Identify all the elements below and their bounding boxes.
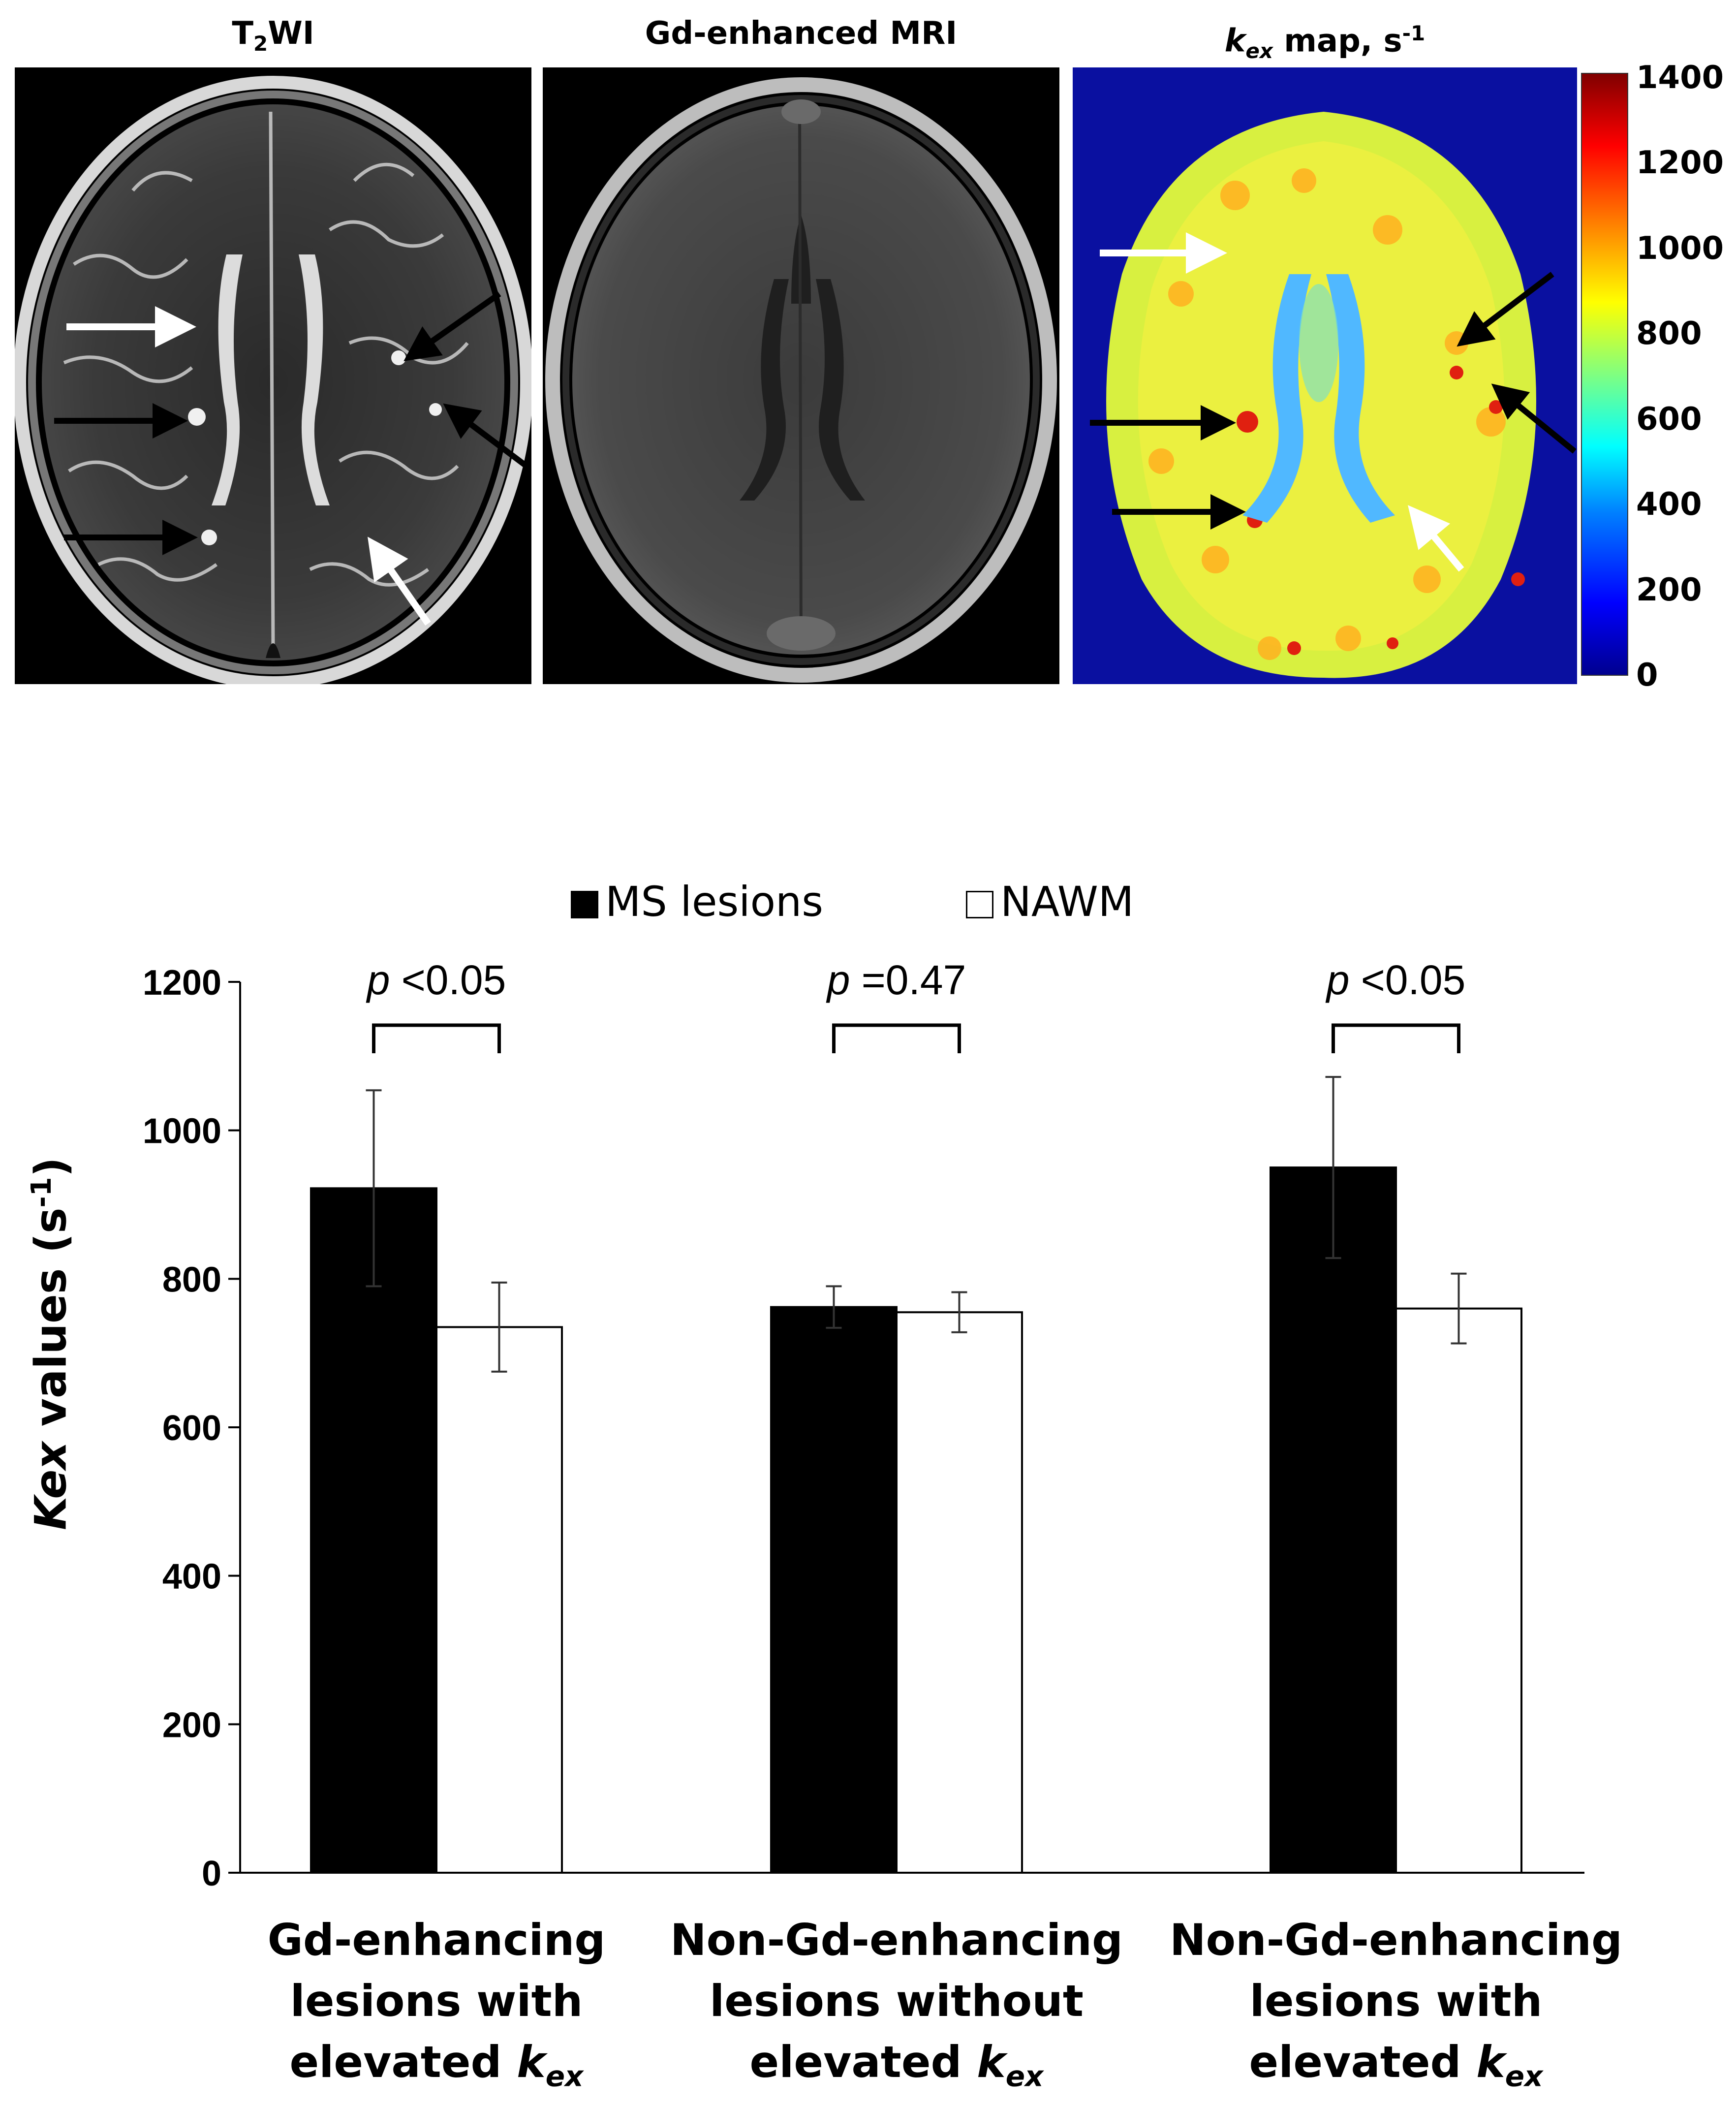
p-value: =0.47: [850, 957, 966, 1003]
p-symbol: p: [826, 957, 850, 1003]
colorbar-tick-label: 600: [1636, 401, 1702, 438]
p-value-label: p <0.05: [366, 957, 506, 1003]
significance-bracket: [1332, 1023, 1460, 1053]
y-tick-label: 1000: [143, 1112, 221, 1151]
panel-title-gd: Gd-enhanced MRI: [543, 14, 1059, 53]
kex-brain-drawing: [1090, 112, 1577, 678]
category-3-line-3: elevated kex: [1150, 2032, 1642, 2107]
category-1-line-1: Gd-enhancing: [267, 1915, 606, 1965]
category-label-3: Non-Gd-enhancing lesions with elevated k…: [1150, 1910, 1642, 2107]
colorbar-tick-label: 1000: [1636, 230, 1724, 267]
category-3-sub: ex: [1505, 2059, 1543, 2093]
y-axis-label-values: values (s: [25, 1207, 76, 1442]
legend-ms-lesions: MS lesions: [571, 877, 823, 926]
p-symbol: p: [1325, 957, 1350, 1003]
colorbar-tick-label: 1400: [1636, 60, 1724, 96]
gd-title-text: Gd-enhanced MRI: [645, 15, 958, 52]
category-1-sub: ex: [545, 2059, 584, 2093]
bar-ms-lesions: [310, 1187, 437, 1874]
category-2-line-3-text: elevated: [749, 2037, 977, 2087]
t2wi-brain-drawing: [15, 76, 531, 684]
legend-swatch-ms-lesions: [571, 891, 598, 919]
p-value-label: p <0.05: [1325, 957, 1466, 1003]
y-tick-label: 400: [162, 1557, 221, 1597]
y-tick-label: 600: [162, 1409, 221, 1448]
category-2-line-1: Non-Gd-enhancing: [670, 1915, 1123, 1965]
category-3-k: k: [1476, 2037, 1505, 2087]
significance-bracket: [372, 1023, 501, 1053]
t2wi-title-rest: WI: [268, 15, 314, 52]
panel-title-kex: kex map, s-1: [1073, 14, 1577, 63]
category-1-k: k: [517, 2037, 546, 2087]
kex-title-subscript: ex: [1245, 39, 1273, 63]
kex-title-k: k: [1224, 23, 1246, 60]
colorbar-tick-label: 800: [1636, 315, 1702, 352]
t2wi-title-t: T: [232, 15, 253, 52]
category-2-line-3: elevated kex: [651, 2032, 1143, 2107]
colorbar-tick-label: 0: [1636, 657, 1658, 693]
kex-title-rest: map, s: [1272, 23, 1402, 60]
y-axis-label-sup: -1: [26, 1177, 58, 1208]
y-axis-label-close: ): [25, 1157, 76, 1177]
significance-bracket: [832, 1023, 961, 1053]
category-1-line-2: lesions with: [290, 1976, 583, 2026]
bar-nawm: [435, 1326, 563, 1874]
kex-title-superscript: -1: [1402, 21, 1426, 45]
category-3-line-1: Non-Gd-enhancing: [1169, 1915, 1622, 1965]
bar-nawm: [1395, 1307, 1522, 1874]
legend-label-nawm: NAWM: [1000, 878, 1134, 926]
t2wi-mri-image: [15, 67, 531, 684]
bar-nawm: [896, 1311, 1023, 1874]
p-symbol: p: [366, 957, 390, 1003]
y-axis-label-kex: Kex: [25, 1442, 76, 1530]
p-value: <0.05: [1349, 957, 1465, 1003]
y-tick-label: 0: [202, 1854, 221, 1893]
category-2-sub: ex: [1005, 2059, 1044, 2093]
bar-ms-lesions: [1270, 1166, 1397, 1874]
y-tick-label: 1200: [143, 963, 221, 1003]
y-tick-label: 200: [162, 1705, 221, 1745]
gd-brain-drawing: [545, 77, 1057, 683]
p-value: <0.05: [390, 957, 506, 1003]
category-3-line-2: lesions with: [1249, 1976, 1543, 2026]
t2wi-title-subscript: 2: [253, 31, 268, 56]
colorbar-tick-label: 200: [1636, 571, 1702, 608]
colorbar-tick-label: 1200: [1636, 145, 1724, 182]
y-axis-label: Kex values (s-1): [15, 1098, 76, 1590]
colorbar-tick-label: 400: [1636, 486, 1702, 523]
kex-colorbar: [1581, 73, 1628, 676]
category-3-line-3-text: elevated: [1249, 2037, 1477, 2087]
category-label-1: Gd-enhancing lesions with elevated kex: [190, 1910, 682, 2107]
legend-nawm: NAWM: [966, 877, 1134, 926]
category-2-line-2: lesions without: [710, 1976, 1084, 2026]
category-label-2: Non-Gd-enhancing lesions without elevate…: [651, 1910, 1143, 2107]
legend-label-ms-lesions: MS lesions: [605, 878, 824, 926]
category-1-line-3-text: elevated: [289, 2037, 517, 2087]
gd-enhanced-mri-image: [543, 67, 1059, 684]
p-value-label: p =0.47: [826, 957, 966, 1003]
category-1-line-3: elevated kex: [190, 2032, 682, 2107]
bar-ms-lesions: [770, 1306, 898, 1874]
y-tick-label: 800: [162, 1260, 221, 1299]
legend-swatch-nawm: [966, 891, 993, 919]
kex-map-image: [1073, 67, 1577, 684]
category-2-k: k: [977, 2037, 1006, 2087]
panel-title-t2wi: T2WI: [15, 14, 531, 56]
